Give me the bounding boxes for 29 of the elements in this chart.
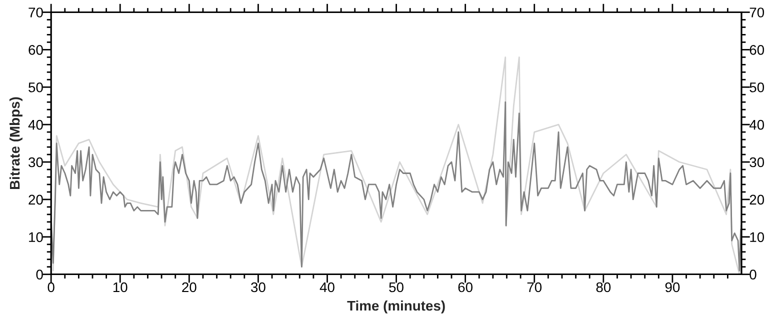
y2-tick-label: 40 xyxy=(749,120,764,130)
x-tick-label: 0 xyxy=(48,282,54,292)
x-tick-label: 60 xyxy=(458,282,473,292)
y2-tick-label: 10 xyxy=(750,232,764,242)
y2-tick-label: 30 xyxy=(750,157,764,168)
y2-tick-label: 50 xyxy=(750,82,764,92)
x-tick-label: 90 xyxy=(665,282,680,292)
y-tick-label: 20 xyxy=(28,194,43,205)
line-series xyxy=(51,101,742,272)
x-tick-label: 80 xyxy=(596,282,611,292)
x-tick-label: 40 xyxy=(320,282,334,292)
y-tick-label: 60 xyxy=(28,45,43,55)
y2-tick-label: 70 xyxy=(750,8,764,18)
y-axis-title: Bitrate (Mbps) xyxy=(9,97,22,190)
x-tick-label: 30 xyxy=(251,282,266,292)
y2-tick-label: 0 xyxy=(750,270,756,280)
x-tick-label: 50 xyxy=(389,282,404,292)
x-tick-label: 10 xyxy=(113,282,128,292)
y-tick-label: 10 xyxy=(29,232,43,242)
y2-tick-label: 20 xyxy=(750,194,764,205)
x-tick-label: 70 xyxy=(527,282,542,292)
y2-tick-label: 60 xyxy=(750,45,764,55)
y-tick-label: 50 xyxy=(28,82,43,92)
y-tick-label: 0 xyxy=(36,270,43,280)
x-tick-label: 20 xyxy=(182,282,196,292)
y-tick-label: 70 xyxy=(28,8,43,18)
y-tick-label: 30 xyxy=(28,157,43,168)
y-tick-label: 40 xyxy=(28,120,43,130)
x-axis-title: Time (minutes) xyxy=(347,300,445,314)
